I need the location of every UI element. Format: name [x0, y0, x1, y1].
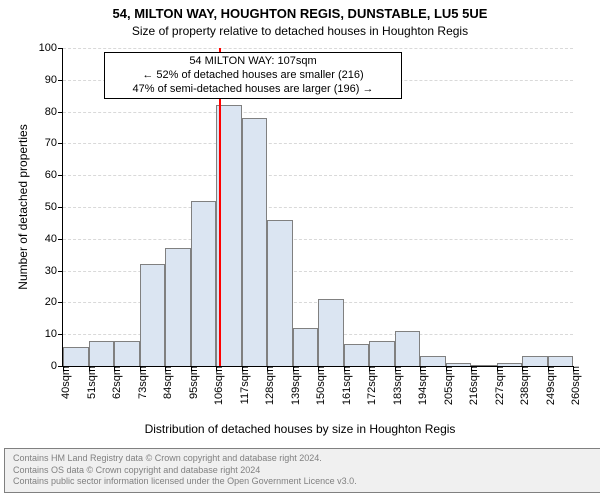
- histogram-bar: [114, 341, 140, 366]
- x-axis-label: Distribution of detached houses by size …: [0, 422, 600, 436]
- histogram-bar: [318, 299, 344, 366]
- xtick-label: 40sqm: [54, 366, 72, 399]
- footer-line: Contains OS data © Crown copyright and d…: [13, 465, 597, 477]
- ytick-label: 90: [45, 74, 63, 86]
- footer-attribution: Contains HM Land Registry data © Crown c…: [4, 448, 600, 493]
- footer-line: Contains HM Land Registry data © Crown c…: [13, 453, 597, 465]
- histogram-bar: [522, 356, 548, 366]
- xtick-label: 117sqm: [233, 366, 251, 404]
- annotation-line: 47% of semi-detached houses are larger (…: [111, 83, 395, 97]
- ytick-label: 60: [45, 169, 63, 181]
- gridline: [63, 48, 573, 49]
- xtick-label: 249sqm: [539, 366, 557, 405]
- histogram-bar: [344, 344, 370, 366]
- histogram-bar: [548, 356, 574, 366]
- xtick-label: 128sqm: [258, 366, 276, 405]
- xtick-label: 161sqm: [335, 366, 353, 405]
- histogram-bar: [293, 328, 319, 366]
- xtick-label: 172sqm: [360, 366, 378, 405]
- ytick-label: 40: [45, 233, 63, 245]
- y-axis-label: Number of detached properties: [16, 48, 30, 366]
- chart-subtitle: Size of property relative to detached ho…: [0, 24, 600, 38]
- xtick-label: 84sqm: [156, 366, 174, 399]
- ytick-label: 100: [39, 42, 63, 54]
- ytick-label: 30: [45, 265, 63, 277]
- histogram-bar: [369, 341, 395, 366]
- gridline: [63, 239, 573, 240]
- xtick-label: 194sqm: [411, 366, 429, 405]
- xtick-label: 216sqm: [462, 366, 480, 405]
- xtick-label: 73sqm: [131, 366, 149, 399]
- footer-line: Contains public sector information licen…: [13, 476, 597, 488]
- xtick-label: 95sqm: [182, 366, 200, 399]
- histogram-bar: [420, 356, 446, 366]
- xtick-label: 62sqm: [105, 366, 123, 399]
- histogram-bar: [140, 264, 166, 366]
- annotation-line: ← 52% of detached houses are smaller (21…: [111, 69, 395, 83]
- histogram-bar: [267, 220, 293, 366]
- chart-title: 54, MILTON WAY, HOUGHTON REGIS, DUNSTABL…: [0, 6, 600, 21]
- gridline: [63, 175, 573, 176]
- histogram-bar: [191, 201, 217, 366]
- xtick-label: 51sqm: [80, 366, 98, 399]
- histogram-bar: [242, 118, 268, 366]
- xtick-label: 139sqm: [284, 366, 302, 405]
- ytick-label: 80: [45, 106, 63, 118]
- gridline: [63, 143, 573, 144]
- xtick-label: 205sqm: [437, 366, 455, 405]
- histogram-bar: [89, 341, 115, 366]
- xtick-label: 150sqm: [309, 366, 327, 405]
- annotation-line: 54 MILTON WAY: 107sqm: [111, 55, 395, 69]
- ytick-label: 50: [45, 201, 63, 213]
- gridline: [63, 112, 573, 113]
- xtick-label: 227sqm: [488, 366, 506, 405]
- histogram-bar: [165, 248, 191, 366]
- annotation-box: 54 MILTON WAY: 107sqm← 52% of detached h…: [104, 52, 402, 99]
- xtick-label: 238sqm: [513, 366, 531, 405]
- xtick-label: 260sqm: [564, 366, 582, 405]
- xtick-label: 106sqm: [207, 366, 225, 405]
- ytick-label: 10: [45, 328, 63, 340]
- histogram-bar: [395, 331, 421, 366]
- gridline: [63, 207, 573, 208]
- histogram-bar: [63, 347, 89, 366]
- ytick-label: 20: [45, 296, 63, 308]
- ytick-label: 70: [45, 137, 63, 149]
- xtick-label: 183sqm: [386, 366, 404, 405]
